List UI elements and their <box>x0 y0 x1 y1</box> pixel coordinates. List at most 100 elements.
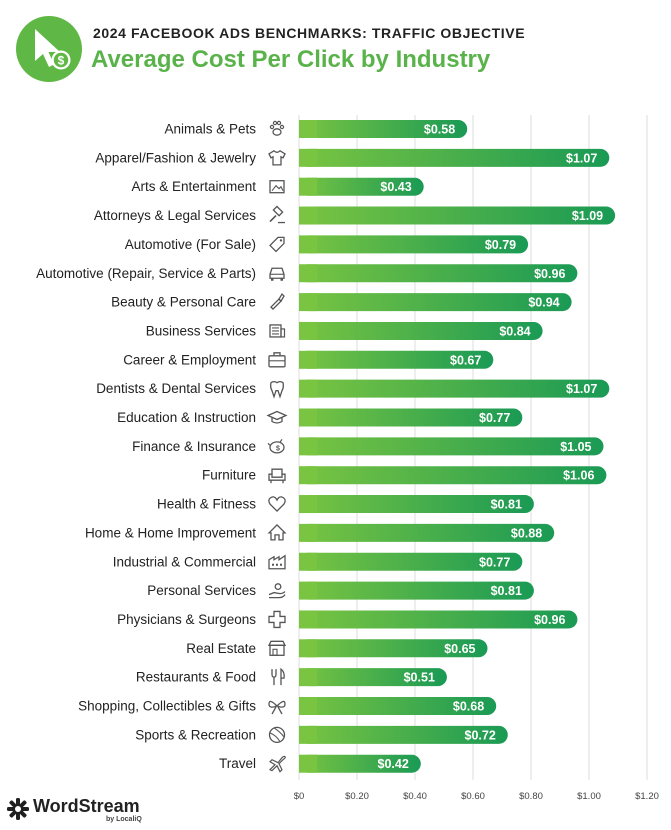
picture-frame-icon <box>269 180 285 194</box>
category-label: Education & Instruction <box>117 410 256 425</box>
category-label: Dentists & Dental Services <box>96 381 256 396</box>
bars: $0.58 $1.07 $0.43 $1.09 $0.79 $0.96 $0.94 $0.84… <box>299 120 616 773</box>
brand-subtitle: by LocaliQ <box>106 816 142 823</box>
category-label: Travel <box>219 756 256 771</box>
bar-base <box>299 668 317 687</box>
bar-base <box>299 321 317 340</box>
bar-value-label: $0.94 <box>528 296 559 310</box>
medical-cross-icon <box>268 610 286 629</box>
bar-value-label: $1.07 <box>566 151 597 165</box>
wordstream-star-icon <box>7 798 29 820</box>
ball-icon <box>268 726 286 743</box>
bar <box>299 437 604 456</box>
bar-value-label: $1.09 <box>572 209 603 223</box>
category-labels: Animals & Pets Apparel/Fashion & Jewelry A… <box>36 122 256 772</box>
bar-value-label: $1.06 <box>563 469 594 483</box>
bar <box>299 293 572 312</box>
bar <box>299 408 523 427</box>
hand-helping-icon <box>268 583 286 599</box>
x-tick-label: $0.80 <box>519 791 543 802</box>
armchair-icon <box>268 468 286 484</box>
category-label: Personal Services <box>147 583 256 598</box>
bar-value-label: $0.96 <box>534 267 565 281</box>
bar-base <box>299 379 317 398</box>
category-label: Furniture <box>202 468 256 483</box>
svg-text:$: $ <box>58 53 65 67</box>
cursor-dollar-icon: $ <box>16 16 82 82</box>
bar-value-label: $0.88 <box>511 526 542 540</box>
piggy-bank-icon: $ <box>267 439 285 454</box>
category-label: Attorneys & Legal Services <box>94 208 256 223</box>
brand-name: WordStream <box>33 796 140 816</box>
bar-value-label: $0.42 <box>378 757 409 771</box>
bar-base <box>299 177 317 196</box>
gavel-icon <box>269 205 285 224</box>
tooth-icon <box>270 381 284 399</box>
bar-base <box>299 523 317 542</box>
bar-value-label: $0.68 <box>453 700 484 714</box>
bar-base <box>299 206 317 225</box>
bar <box>299 523 555 542</box>
category-icons: $ <box>266 120 288 773</box>
bar <box>299 610 578 629</box>
heart-icon <box>268 496 286 512</box>
bar <box>299 466 607 485</box>
bar-base <box>299 264 317 283</box>
bar-base <box>299 408 317 427</box>
x-tick-label: $0.40 <box>403 791 427 802</box>
category-label: Physicians & Surgeons <box>117 612 256 627</box>
x-tick-label: $0.20 <box>345 791 369 802</box>
x-tick-label: $0.60 <box>461 791 485 802</box>
bar-base <box>299 639 317 658</box>
category-label: Animals & Pets <box>164 122 256 137</box>
category-label: Beauty & Personal Care <box>111 295 256 310</box>
bar <box>299 754 421 773</box>
document-list-icon <box>269 324 286 338</box>
bar-base <box>299 437 317 456</box>
bar <box>299 264 578 283</box>
bar-value-label: $0.81 <box>491 498 522 512</box>
bar-value-label: $0.65 <box>444 642 475 656</box>
bar <box>299 235 529 254</box>
bar-base <box>299 235 317 254</box>
category-label: Business Services <box>146 323 257 338</box>
bar <box>299 177 424 196</box>
price-tag-icon <box>269 236 285 253</box>
bar <box>299 350 494 369</box>
house-icon <box>267 523 287 541</box>
bar <box>299 725 508 744</box>
bar <box>299 697 497 715</box>
chart-supertitle: 2024 FACEBOOK ADS BENCHMARKS: TRAFFIC OB… <box>93 25 526 41</box>
bar-base <box>299 697 317 715</box>
car-front-icon <box>269 267 285 281</box>
bar-value-label: $0.81 <box>491 584 522 598</box>
category-label: Shopping, Collectibles & Gifts <box>78 699 256 714</box>
paw-icon <box>269 120 285 136</box>
bar-value-label: $0.77 <box>479 555 510 569</box>
category-label: Industrial & Commercial <box>113 554 256 569</box>
bar <box>299 120 468 138</box>
bar-value-label: $0.67 <box>450 353 481 367</box>
category-label: Home & Home Improvement <box>85 525 256 540</box>
bar-value-label: $0.58 <box>424 123 455 137</box>
factory-icon <box>268 554 286 570</box>
gift-bow-icon <box>268 700 286 715</box>
bar <box>299 321 543 340</box>
bar-base <box>299 754 317 773</box>
fork-knife-icon <box>271 667 285 686</box>
category-label: Sports & Recreation <box>135 727 256 742</box>
shirt-icon <box>268 150 286 166</box>
bar-base <box>299 725 317 744</box>
bar <box>299 581 534 600</box>
bar-base <box>299 148 317 167</box>
bar-base <box>299 495 317 514</box>
category-label: Health & Fitness <box>157 497 256 512</box>
category-label: Arts & Entertainment <box>131 179 256 194</box>
briefcase-icon <box>268 352 286 368</box>
bar-base <box>299 350 317 369</box>
bar <box>299 495 534 514</box>
bar-base <box>299 293 317 312</box>
bar-value-label: $1.05 <box>560 440 591 454</box>
bar-base <box>299 466 317 485</box>
